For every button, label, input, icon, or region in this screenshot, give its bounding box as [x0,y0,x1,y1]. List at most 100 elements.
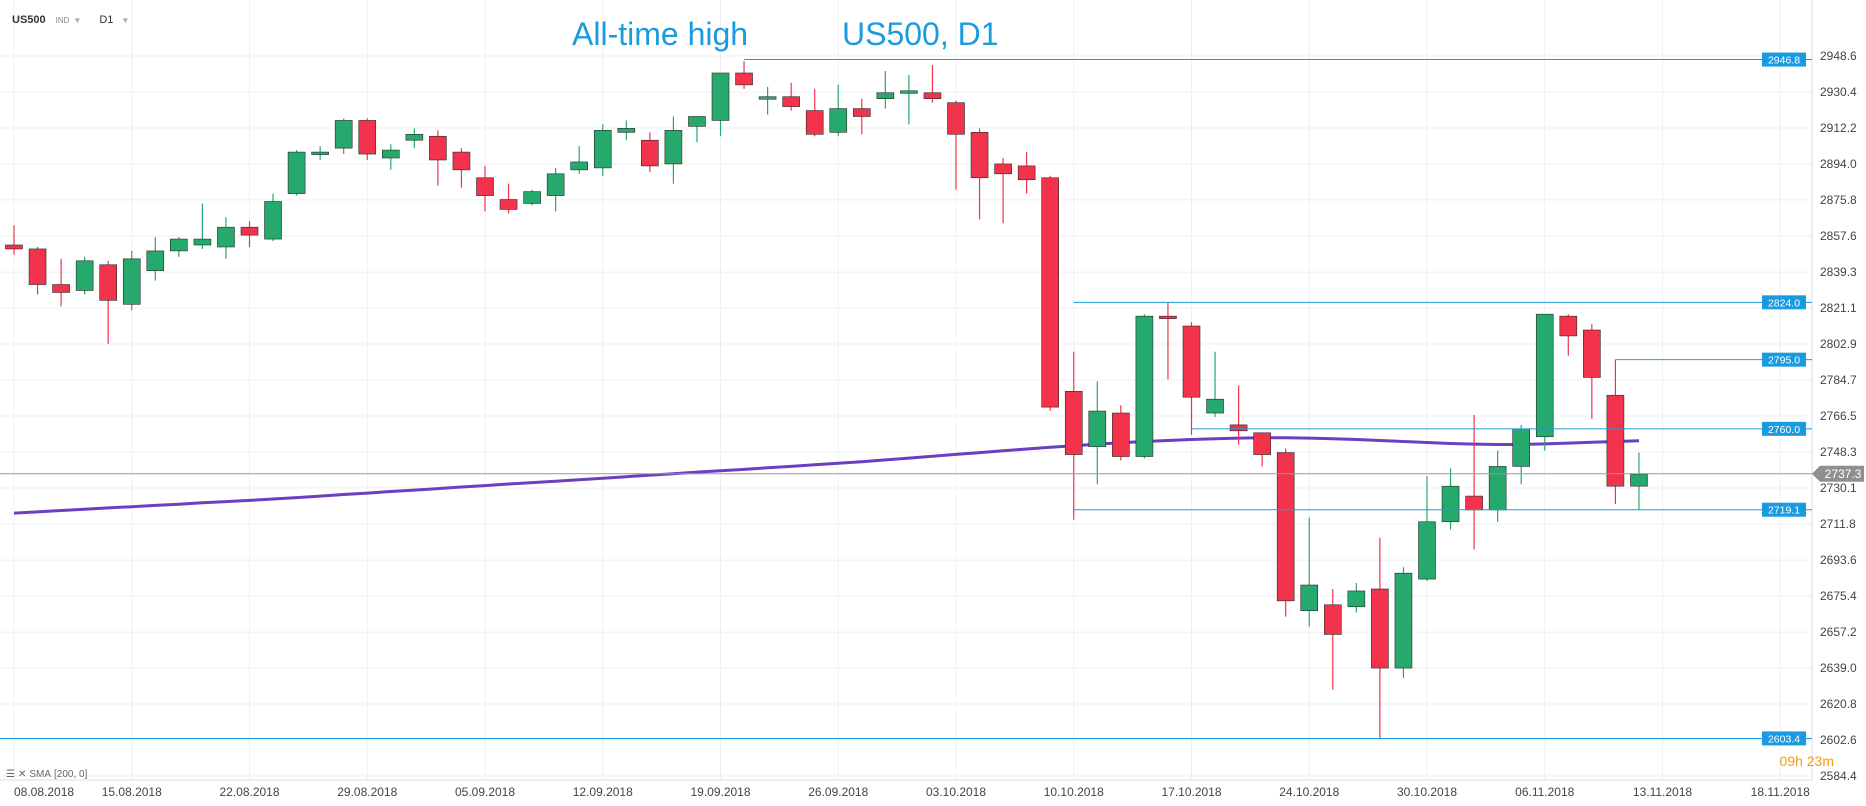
time-axis[interactable]: 08.08.2018 15.08.2018 22.08.2018 29.08.2018… [14,785,1810,799]
candle [99,260,117,344]
candle-body-bull [287,151,306,194]
grid [0,0,1813,781]
candle [1418,476,1436,582]
candle-body-bull [1441,485,1460,523]
candle-body-bear [970,132,989,179]
date-tick-label: 17.10.2018 [1161,785,1221,799]
date-tick-label: 08.08.2018 [14,785,74,799]
candle [499,183,518,214]
level-badge-label: 2946.8 [1768,55,1800,67]
candle [923,65,942,103]
price-axis[interactable]: 2948.6 2930.4 2912.2 2894.0 2875.8 2857.6 2839… [1820,49,1857,783]
menu-icon[interactable]: ☰ [6,769,15,780]
candle-body-bear [994,163,1012,175]
timeframe-selector[interactable]: D1 [99,14,114,26]
candle [876,71,895,109]
date-tick-label: 10.10.2018 [1044,785,1104,799]
price-tick-label: 2930.4 [1820,85,1857,99]
candle [1488,450,1507,522]
candles [5,61,1648,740]
candle [405,128,424,149]
candle-body-bear [1465,495,1483,511]
candle [452,148,471,188]
indicator-name: SMA [29,769,52,780]
candle-body-bull [1135,315,1154,457]
symbol-selector[interactable]: US500 [12,14,46,26]
candle [1206,351,1224,417]
candle-body-bull [1488,466,1507,511]
chevron-down-icon[interactable]: ▼ [73,15,82,25]
candle-body-bear [641,139,659,167]
candle [5,225,23,255]
candle [970,128,989,220]
candle-body-bear [476,177,494,196]
price-tick-label: 2875.8 [1820,193,1857,207]
timer-hours: 09 [1779,753,1796,769]
candle [193,203,212,249]
candle-body-bull [523,191,541,204]
candle-body-bull [381,149,400,159]
candle [1159,302,1177,380]
candle-body-bull [1512,428,1530,467]
candle [1441,468,1460,530]
date-tick-label: 26.09.2018 [808,785,868,799]
indicator-legend: ☰ ✕ SMA [200, 0] [6,769,87,780]
level-badge [1762,731,1806,746]
candle-body-bear [1371,588,1389,669]
price-tick-label: 2857.6 [1820,229,1857,243]
candle [358,118,377,160]
candle-body-bull [405,133,424,141]
candle-body-bear [1041,177,1059,408]
candle-body-bear [1064,390,1083,455]
level-badge-label: 2719.1 [1768,505,1800,517]
candle-body-bull [217,226,235,248]
date-tick-label: 15.08.2018 [102,785,162,799]
candle-body-bear [735,72,753,86]
candle [1512,424,1530,485]
price-tick-label: 2766.5 [1820,409,1857,423]
candle [1017,152,1036,194]
candle-body-bull [593,130,612,169]
candle [829,84,848,137]
level-badge-label: 2760.0 [1768,424,1800,436]
candle-body-bear [923,92,942,100]
horizontal-levels[interactable]: 2946.8 2824.0 2795.0 2760.0 2719.1 2603.4 2737… [0,52,1864,746]
candle-body-bear [1559,315,1578,337]
candle [570,146,589,174]
chevron-down-icon[interactable]: ▼ [121,15,130,25]
candle-body-bull [1347,590,1366,608]
candle [805,88,824,137]
chart-title-annotation: US500, D1 [842,16,999,52]
candle [1112,405,1130,461]
timer-hours-unit: h [1795,753,1803,769]
candle-body-bear [52,284,70,293]
candle [146,237,165,281]
candle-body-bear [99,264,117,301]
candle [1041,175,1059,412]
candle-body-bull [1206,398,1224,414]
candle-body-bull [876,92,895,100]
price-tick-label: 2912.2 [1820,121,1857,135]
level-badge [1762,502,1806,517]
candle [1088,381,1107,485]
candle-body-bull [146,250,165,271]
candle [1394,567,1413,678]
candle [1135,314,1154,459]
candle [782,82,800,111]
candle-body-bull [170,238,188,252]
candle [758,86,777,115]
candle-body-bull [311,151,329,155]
price-tick-label: 2894.0 [1820,157,1857,171]
date-tick-label: 29.08.2018 [337,785,397,799]
close-icon[interactable]: ✕ [17,769,27,780]
price-tick-label: 2693.6 [1820,553,1857,567]
candle-body-bull [193,238,212,246]
price-tick-label: 2620.8 [1820,697,1857,711]
candle-body-bull [1300,584,1319,612]
price-tick-label: 2802.9 [1820,337,1857,351]
candle [1465,415,1483,550]
candle-body-bull [1418,521,1436,580]
candle [1630,452,1648,510]
candle [1559,314,1578,356]
